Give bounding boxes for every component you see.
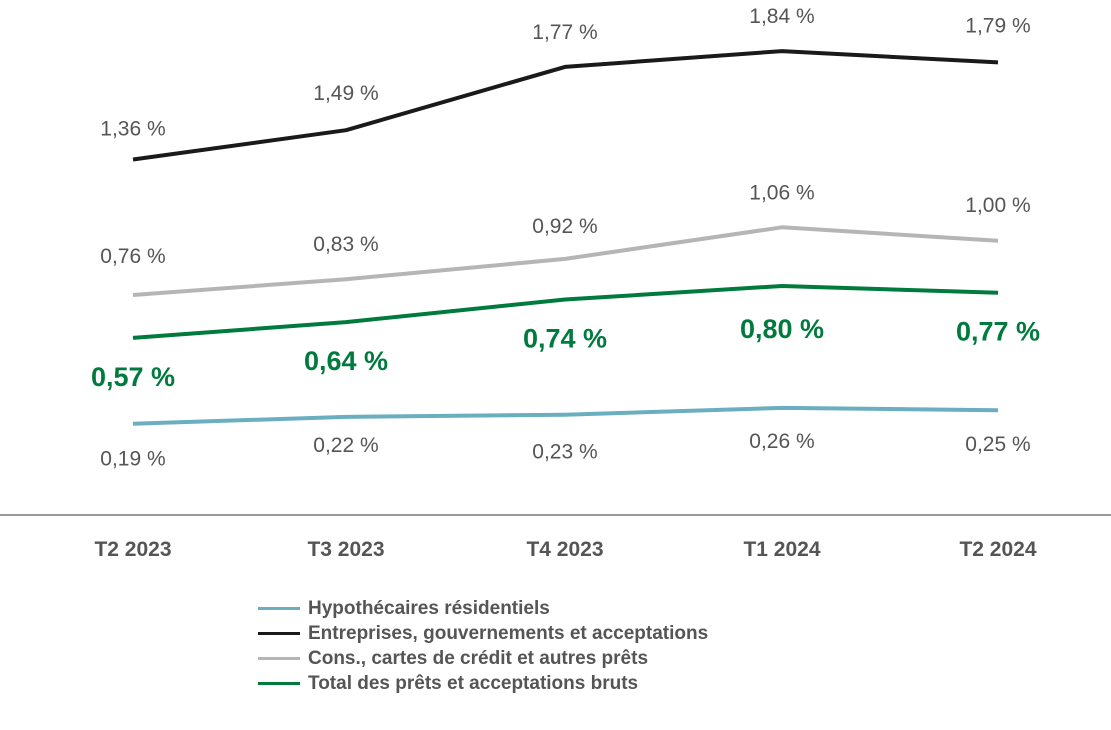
x-tick-label: T2 2023 (94, 538, 171, 561)
data-label-residential: 0,25 % (965, 433, 1030, 456)
data-label-consumer: 1,06 % (749, 181, 814, 204)
data-label-consumer: 0,76 % (100, 245, 165, 268)
data-label-total: 0,57 % (91, 362, 175, 392)
series-line-business (132, 49, 999, 162)
data-label-consumer: 0,92 % (532, 215, 597, 238)
x-tick-label: T4 2023 (526, 538, 603, 561)
data-label-total: 0,77 % (956, 317, 1040, 347)
legend-item-business: Entreprises, gouvernements et acceptatio… (258, 621, 708, 646)
data-label-residential: 0,22 % (313, 434, 378, 457)
x-tick-label: T1 2024 (743, 538, 820, 561)
legend-label: Entreprises, gouvernements et acceptatio… (308, 622, 709, 644)
x-tick-label-layer: T2 2023 T3 2023 T4 2023 T1 2024 T2 2024 (94, 538, 1036, 561)
legend-label: Hypothécaires résidentiels (308, 597, 550, 619)
series-line-consumer (132, 225, 999, 297)
data-label-residential: 0,26 % (749, 430, 814, 453)
data-label-total: 0,80 % (740, 314, 824, 344)
data-label-business: 1,79 % (965, 14, 1030, 37)
legend: Hypothécaires résidentiels Entreprises, … (258, 596, 708, 696)
series-line-residential (132, 405, 999, 426)
legend-item-total: Total des prêts et acceptations bruts (258, 671, 708, 696)
data-label-residential: 0,19 % (100, 448, 165, 471)
legend-item-residential: Hypothécaires résidentiels (258, 596, 708, 621)
legend-swatch (258, 682, 300, 685)
data-label-total: 0,64 % (304, 346, 388, 376)
series-line-total (132, 284, 999, 340)
x-tick-label: T3 2023 (307, 538, 384, 561)
data-label-consumer: 1,00 % (965, 194, 1030, 217)
series-layer (132, 49, 999, 426)
data-label-business: 1,84 % (749, 5, 814, 28)
data-label-residential: 0,23 % (532, 441, 597, 464)
legend-swatch (258, 607, 300, 610)
data-label-business: 1,77 % (532, 21, 597, 44)
legend-swatch (258, 632, 300, 635)
legend-label: Total des prêts et acceptations bruts (308, 672, 639, 694)
data-label-consumer: 0,83 % (313, 233, 378, 256)
data-label-business: 1,36 % (100, 118, 165, 141)
legend-label: Cons., cartes de crédit et autres prêts (308, 647, 649, 669)
legend-swatch (258, 657, 300, 660)
data-label-total: 0,74 % (523, 324, 607, 354)
data-label-layer: 0,19 % 0,22 % 0,23 % 0,26 % 0,25 % 1,36 % 1,49… (91, 5, 1040, 471)
legend-item-consumer: Cons., cartes de crédit et autres prêts (258, 646, 708, 671)
x-tick-label: T2 2024 (959, 538, 1036, 561)
data-label-business: 1,49 % (313, 82, 378, 105)
